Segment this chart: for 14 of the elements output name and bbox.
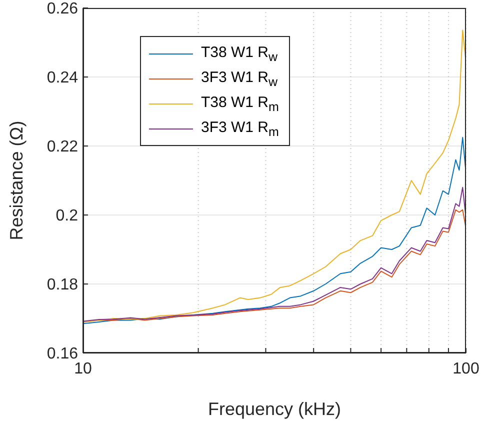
x-axis-title: Frequency (kHz) (208, 399, 342, 419)
legend-label: T38 W1 R$_{w}$ (201, 44, 278, 64)
y-axis-title: Resistance (Ω) (6, 120, 26, 240)
x-tick-label: 100 (452, 360, 480, 378)
legend-label: T38 W1 R$_{m}$ (201, 94, 279, 114)
y-tick-label: 0.2 (56, 208, 78, 225)
x-tick-label: 10 (74, 360, 92, 378)
legend-label: 3F3 W1 R$_{w}$ (201, 68, 278, 88)
y-tick-label: 0.26 (46, 0, 78, 18)
legend-label: 3F3 W1 R$_{m}$ (201, 118, 279, 138)
y-tick-label: 0.16 (46, 346, 78, 363)
y-tick-label: 0.22 (46, 138, 78, 156)
y-tick-label: 0.24 (46, 70, 78, 87)
y-tick-label: 0.18 (46, 276, 78, 294)
